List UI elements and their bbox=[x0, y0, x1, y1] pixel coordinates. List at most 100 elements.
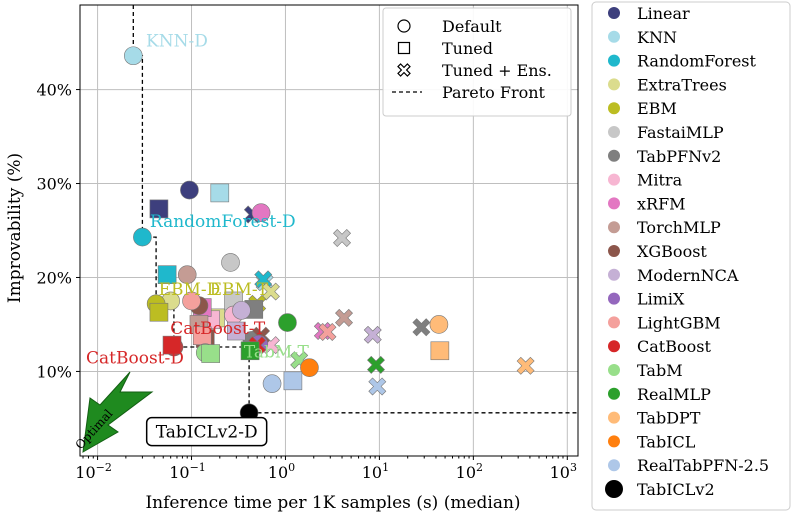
y-axis-ticks: 10% 20% 30% 40% bbox=[36, 81, 80, 381]
x-axis-label: Inference time per 1K samples (s) (media… bbox=[145, 493, 520, 513]
annotation-randomforest-d: RandomForest-D bbox=[150, 212, 296, 232]
color-legend: Linear KNN RandomForest ExtraTrees EBM Fastai… bbox=[591, 1, 791, 511]
legend-swatch-realtabpfn-2-5 bbox=[608, 459, 620, 472]
point-randomforest-square bbox=[157, 265, 177, 284]
legend-label-tabicl: TabICL bbox=[637, 432, 696, 451]
annotation-tabiclv2-d: TabICLv2-D bbox=[156, 423, 258, 443]
legend-x-icon bbox=[397, 63, 411, 77]
legend-label-modernnca: ModernNCA bbox=[637, 266, 739, 285]
point-lightgbm-x bbox=[318, 323, 337, 341]
point-ebm-square bbox=[149, 302, 169, 322]
legend-label-extratrees: ExtraTrees bbox=[637, 75, 727, 94]
legend-swatch-tabiclv2 bbox=[605, 480, 623, 498]
x-tick-label: 10−1 bbox=[169, 461, 206, 482]
legend-swatch-ebm bbox=[608, 102, 620, 115]
x-tick-label: 100 bbox=[268, 461, 295, 482]
legend-label-tabiclv2: TabICLv2 bbox=[637, 480, 715, 499]
y-tick-label: 10% bbox=[36, 362, 72, 381]
legend-swatch-lightgbm bbox=[608, 316, 620, 329]
legend-label-square: Tuned bbox=[442, 39, 493, 58]
legend-label-knn: KNN bbox=[637, 28, 677, 47]
legend-label-catboost: CatBoost bbox=[637, 337, 711, 356]
legend-label-dashed: Pareto Front bbox=[442, 83, 546, 102]
color-legend-box bbox=[591, 1, 791, 511]
legend-label-torchmlp: TorchMLP bbox=[637, 218, 721, 237]
legend-swatch-catboost bbox=[608, 340, 620, 353]
legend-label-realmlp: RealMLP bbox=[637, 385, 711, 404]
x-tick-label: 103 bbox=[550, 461, 577, 482]
annotation-ebm-t: EBM-T bbox=[210, 280, 269, 300]
annotation-tabm-t: TabM-T bbox=[244, 343, 310, 363]
legend-label-limix: LimiX bbox=[637, 290, 685, 309]
marker-legend-box bbox=[382, 7, 572, 117]
legend-label-circle: Default bbox=[442, 17, 502, 36]
point-realmlp-circle bbox=[278, 313, 297, 332]
y-tick-label: 30% bbox=[36, 175, 72, 194]
legend-swatch-mitra bbox=[608, 173, 620, 186]
point-tabdpt-x bbox=[516, 356, 535, 375]
point-realmlp-square bbox=[240, 341, 260, 361]
point-torchmlp-circle bbox=[177, 265, 197, 284]
legend-label-xgboost: XGBoost bbox=[637, 242, 707, 261]
point-tabpfnv2-x bbox=[412, 318, 431, 337]
legend-label-tabm: TabM bbox=[637, 361, 683, 380]
legend-label-linear: Linear bbox=[637, 4, 690, 23]
point-linear-circle bbox=[180, 180, 199, 200]
legend-label-randomforest: RandomForest bbox=[637, 52, 756, 71]
point-knn-square bbox=[210, 183, 230, 203]
point-knn-circle bbox=[123, 46, 143, 66]
legend-swatch-realmlp bbox=[608, 387, 620, 400]
data-points bbox=[123, 46, 535, 423]
legend-swatch-xgboost bbox=[608, 245, 620, 257]
legend-swatch-tabdpt bbox=[608, 411, 620, 424]
x-axis-ticks: 10−2 10−1 100 101 102 103 bbox=[75, 456, 577, 482]
annotation-knn-d: KNN-D bbox=[146, 32, 208, 52]
point-modernnca-circle bbox=[232, 301, 251, 320]
legend-swatch-fastaimlp bbox=[608, 126, 620, 138]
point-randomforest-circle bbox=[133, 227, 152, 247]
plot-frame bbox=[79, 4, 579, 457]
legend-swatch-tabpfnv2 bbox=[608, 149, 620, 162]
point-lightgbm-circle bbox=[182, 291, 201, 311]
y-tick-label: 20% bbox=[36, 268, 72, 287]
legend-label-ebm: EBM bbox=[637, 99, 677, 118]
y-axis-label: Improvability (%) bbox=[5, 153, 25, 303]
legend-circle-icon bbox=[397, 19, 411, 33]
legend-swatch-linear bbox=[608, 7, 620, 19]
optimal-arrow-shape bbox=[82, 371, 154, 453]
point-catboost-square bbox=[162, 335, 182, 355]
point-realtabpfn-2-5-circle bbox=[262, 374, 282, 393]
legend-label-tabdpt: TabDPT bbox=[637, 409, 701, 428]
point-tabdpt-square bbox=[430, 341, 450, 361]
point-linear-square bbox=[149, 199, 169, 219]
legend-swatch-randomforest bbox=[608, 54, 620, 67]
legend-swatch-extratrees bbox=[608, 78, 620, 91]
legend-label-tabpfnv2: TabPFNv2 bbox=[637, 147, 721, 166]
annotation-catboost-t: CatBoost-T bbox=[170, 319, 266, 339]
legend-label-lightgbm: LightGBM bbox=[637, 313, 721, 332]
legend-swatch-torchmlp bbox=[608, 221, 620, 234]
legend-swatch-tabm bbox=[608, 364, 620, 376]
x-tick-label: 102 bbox=[456, 461, 483, 482]
legend-label-fastaimlp: FastaiMLP bbox=[637, 123, 724, 142]
point-tabdpt-circle bbox=[429, 315, 449, 334]
optimal-arrow bbox=[82, 371, 154, 453]
legend-label-realtabpfn-2-5: RealTabPFN-2.5 bbox=[637, 456, 769, 475]
legend-swatch-modernnca bbox=[608, 268, 620, 281]
point-fastaimlp-circle bbox=[221, 253, 240, 272]
legend-swatch-limix bbox=[608, 292, 620, 305]
legend-label-xrfm: xRFM bbox=[637, 194, 686, 213]
point-torchmlp-x bbox=[335, 308, 353, 327]
point-randomforest-x bbox=[254, 270, 273, 289]
annotation-ebm-d: EBM-D bbox=[159, 280, 221, 300]
y-tick-label: 40% bbox=[36, 81, 72, 100]
x-tick-label: 10−2 bbox=[75, 461, 112, 482]
legend-swatch-xrfm bbox=[608, 197, 620, 210]
legend-swatch-knn bbox=[608, 30, 620, 43]
annotation-box bbox=[145, 416, 268, 447]
point-tabm-square bbox=[201, 344, 220, 363]
point-realmlp-x bbox=[367, 355, 385, 374]
x-tick-label: 101 bbox=[362, 461, 389, 482]
